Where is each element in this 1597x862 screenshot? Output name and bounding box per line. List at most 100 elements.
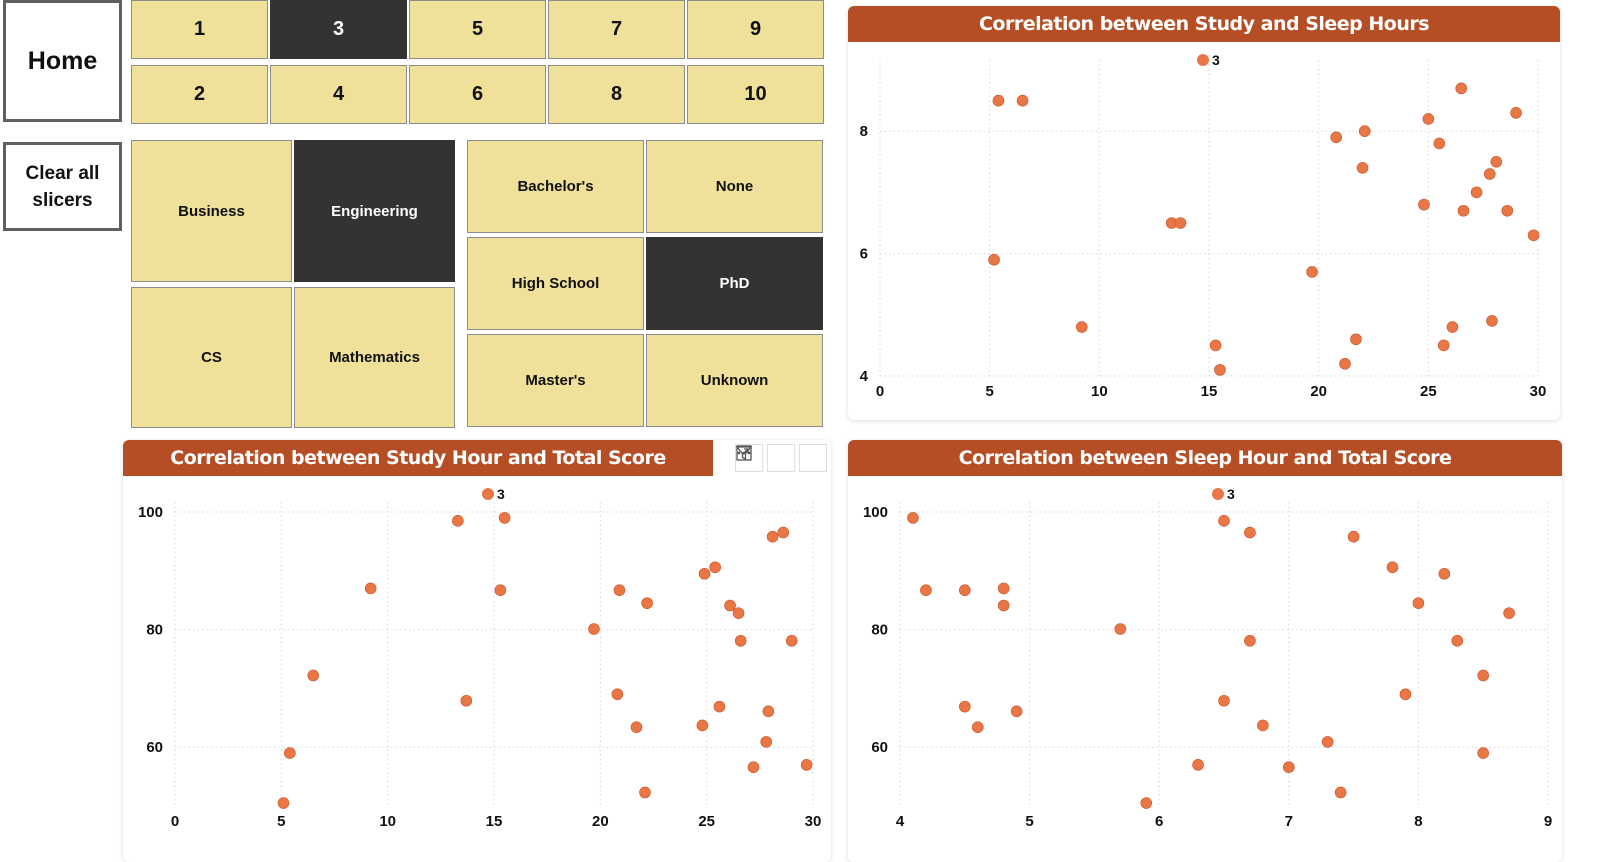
data-point[interactable] xyxy=(760,736,773,748)
data-point[interactable] xyxy=(1477,747,1490,759)
data-point[interactable] xyxy=(1016,94,1029,107)
data-point[interactable] xyxy=(997,582,1010,595)
study-sleep-chart-card[interactable]: 0 5 10 15 20 25 30 4 6 8 3 Correlation between Stu… xyxy=(848,6,1560,420)
data-point[interactable] xyxy=(1334,786,1347,799)
data-point[interactable] xyxy=(1503,607,1515,619)
data-point[interactable] xyxy=(460,694,473,707)
data-point[interactable] xyxy=(1257,719,1269,732)
major-tile-mathematics[interactable]: Mathematics xyxy=(294,287,455,428)
education-tile-masters[interactable]: Master's xyxy=(467,334,644,427)
data-point[interactable] xyxy=(762,705,775,718)
data-point[interactable] xyxy=(1446,321,1459,333)
more-options-icon[interactable] xyxy=(737,444,827,472)
data-point[interactable] xyxy=(1501,204,1514,217)
data-point[interactable] xyxy=(588,623,600,635)
data-point[interactable] xyxy=(494,584,507,597)
data-point[interactable] xyxy=(1433,137,1446,150)
number-tile-3[interactable]: 3 xyxy=(270,0,407,59)
data-point[interactable] xyxy=(696,719,709,732)
data-point[interactable] xyxy=(1321,736,1334,748)
number-tile-4[interactable]: 4 xyxy=(270,65,407,124)
number-tile-1[interactable]: 1 xyxy=(131,0,268,59)
data-point[interactable] xyxy=(992,94,1005,107)
data-point[interactable] xyxy=(766,530,779,543)
data-point[interactable] xyxy=(732,607,745,619)
data-point[interactable] xyxy=(1483,168,1496,180)
data-point[interactable] xyxy=(747,761,760,773)
focus-mode-icon[interactable] xyxy=(736,444,795,472)
number-tile-5[interactable]: 5 xyxy=(409,0,546,59)
major-tile-cs[interactable]: CS xyxy=(131,287,292,428)
data-point[interactable] xyxy=(1477,669,1490,682)
study-score-chart-card[interactable]: 0 5 10 15 20 25 30 60 80 100 3 Correlation between… xyxy=(123,440,831,862)
data-point[interactable] xyxy=(1114,623,1127,635)
data-point[interactable] xyxy=(800,759,813,771)
data-point[interactable] xyxy=(1358,125,1371,137)
data-point[interactable] xyxy=(1451,634,1464,647)
data-point[interactable] xyxy=(1209,339,1222,352)
data-point[interactable] xyxy=(713,700,726,713)
data-point[interactable] xyxy=(1214,364,1226,376)
data-point[interactable] xyxy=(1437,339,1450,352)
data-point[interactable] xyxy=(959,584,971,597)
data-point[interactable] xyxy=(1192,759,1204,771)
data-point[interactable] xyxy=(1010,705,1023,718)
data-point[interactable] xyxy=(1422,113,1435,125)
education-tile-none[interactable]: None xyxy=(646,140,823,233)
data-point[interactable] xyxy=(997,599,1010,612)
data-point[interactable] xyxy=(1510,107,1522,119)
data-point[interactable] xyxy=(1347,530,1360,543)
data-point[interactable] xyxy=(277,797,290,809)
data-point[interactable] xyxy=(1244,634,1256,647)
data-point[interactable] xyxy=(1282,761,1295,773)
number-tile-7[interactable]: 7 xyxy=(548,0,685,59)
data-point[interactable] xyxy=(1306,266,1318,278)
data-point[interactable] xyxy=(1527,229,1540,242)
data-point[interactable] xyxy=(1075,321,1088,333)
data-point[interactable] xyxy=(1486,315,1498,327)
data-point[interactable] xyxy=(785,634,798,647)
data-point[interactable] xyxy=(1174,217,1187,229)
data-point[interactable] xyxy=(613,584,626,597)
data-point[interactable] xyxy=(307,669,320,682)
sleep-score-chart-card[interactable]: 4 5 6 7 8 9 60 80 100 3 Correlation between Sleep… xyxy=(848,440,1562,862)
education-tile-high-school[interactable]: High School xyxy=(467,237,644,330)
number-tile-6[interactable]: 6 xyxy=(409,65,546,124)
clear-all-slicers-button[interactable]: Clear all slicers xyxy=(3,142,122,231)
data-point[interactable] xyxy=(1457,204,1470,217)
data-point[interactable] xyxy=(734,634,747,647)
data-point[interactable] xyxy=(1455,82,1468,95)
home-button[interactable]: Home xyxy=(3,0,122,122)
data-point[interactable] xyxy=(498,512,511,524)
number-tile-9[interactable]: 9 xyxy=(687,0,824,59)
data-point[interactable] xyxy=(1438,567,1451,580)
data-point[interactable] xyxy=(724,599,736,612)
data-point[interactable] xyxy=(630,721,643,734)
data-point[interactable] xyxy=(1490,156,1503,168)
number-tile-10[interactable]: 10 xyxy=(687,65,824,124)
data-point[interactable] xyxy=(1418,198,1430,211)
data-point[interactable] xyxy=(452,515,464,527)
data-point[interactable] xyxy=(777,526,790,539)
data-point[interactable] xyxy=(709,561,721,574)
data-point[interactable] xyxy=(1339,357,1351,370)
data-point[interactable] xyxy=(1356,162,1369,174)
data-point[interactable] xyxy=(959,700,971,713)
data-point[interactable] xyxy=(971,721,984,734)
data-point[interactable] xyxy=(611,688,624,701)
data-point[interactable] xyxy=(698,567,711,580)
major-tile-engineering[interactable]: Engineering xyxy=(294,140,455,282)
education-tile-phd[interactable]: PhD xyxy=(646,237,823,330)
data-point[interactable] xyxy=(1386,561,1399,574)
major-tile-business[interactable]: Business xyxy=(131,140,292,282)
data-point[interactable] xyxy=(1140,797,1153,809)
data-point[interactable] xyxy=(1350,333,1362,346)
data-point[interactable] xyxy=(1218,694,1230,707)
data-point[interactable] xyxy=(988,253,1000,266)
data-point[interactable] xyxy=(1330,131,1343,144)
data-point[interactable] xyxy=(1412,597,1425,609)
data-point[interactable] xyxy=(364,582,377,595)
education-tile-unknown[interactable]: Unknown xyxy=(646,334,823,427)
data-point[interactable] xyxy=(1218,515,1230,527)
number-tile-2[interactable]: 2 xyxy=(131,65,268,124)
